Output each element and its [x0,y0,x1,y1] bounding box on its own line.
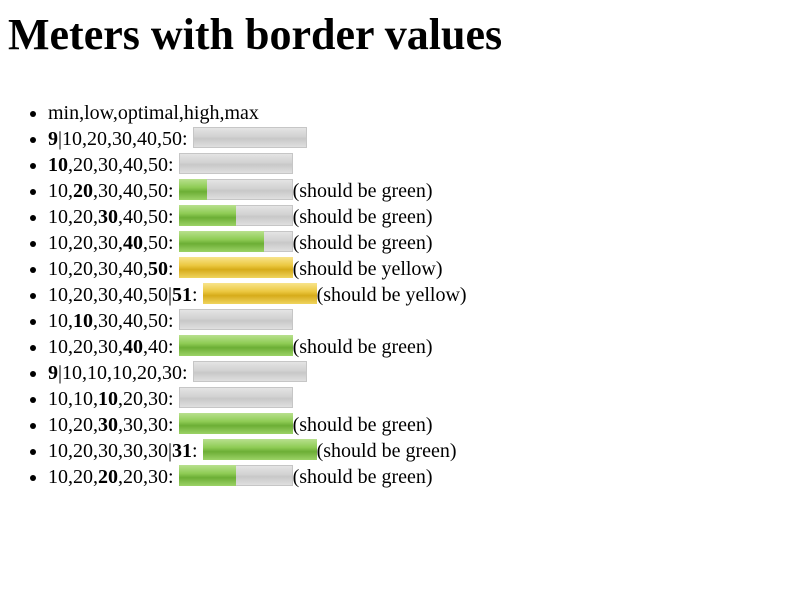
meter [202,283,317,304]
attr-prefix: 10,20,30,30,30| [48,440,173,462]
attr-prefix: 10,20,30, [48,336,123,358]
meter-list: min,low,optimal,high,max9|10,20,30,40,50… [8,100,792,490]
meter [178,387,293,408]
meter-fill [202,439,317,460]
meter-item: 10,20,30,40,50: (should be green) [48,204,792,230]
meter-fill [178,465,236,486]
attr-suffix: : [168,258,174,280]
attr-suffix: |10,20,30,40,50: [58,128,188,150]
meter [178,153,293,174]
attr-suffix: ,20,30,40,50: [68,154,174,176]
meter [178,465,293,486]
meter [178,205,293,226]
attr-suffix: ,40: [143,336,174,358]
expected-color-note: (should be green) [292,180,433,202]
attr-prefix: 10, [48,180,73,202]
attr-suffix: ,40,50: [118,206,174,228]
attr-prefix: 10,20,30,40,50| [48,284,173,306]
attr-suffix: ,20,30: [118,466,174,488]
attr-suffix: ,50: [143,232,174,254]
attr-value: 51 [172,284,193,306]
attr-value: 9 [48,128,58,150]
expected-color-note: (should be yellow) [316,284,467,306]
meter-fill [178,335,293,356]
meter [202,439,317,460]
meter [178,179,293,200]
attr-value: 30 [98,414,118,436]
meter-item: 10,20,30,40,40: (should be green) [48,334,792,360]
meter-item: 10,20,30,40,50: (should be green) [48,178,792,204]
attr-value: 9 [48,362,58,384]
meter [178,231,293,252]
meter-fill [178,231,265,252]
legend-item: min,low,optimal,high,max [48,100,792,126]
attr-value: 10 [98,388,118,410]
attr-prefix: 10, [48,310,73,332]
expected-color-note: (should be green) [316,440,457,462]
meter [192,361,307,382]
meter-item: 10,20,30,40,50: (should be green) [48,230,792,256]
expected-color-note: (should be green) [292,206,433,228]
attr-prefix: 10,20, [48,414,98,436]
expected-color-note: (should be green) [292,414,433,436]
meter-fill [178,205,236,226]
meter [178,413,293,434]
attr-value: 31 [172,440,193,462]
attr-suffix: : [192,440,198,462]
meter-item: 10,20,30,40,50|51: (should be yellow) [48,282,792,308]
meter-item: 10,20,30,30,30: (should be green) [48,412,792,438]
meter [178,309,293,330]
attr-value: 30 [98,206,118,228]
attr-value: 50 [148,258,168,280]
meter-fill [202,283,317,304]
meter-item: 10,20,20,20,30: (should be green) [48,464,792,490]
attr-prefix: 10,10, [48,388,98,410]
meter-item: 10,10,30,40,50: [48,308,792,334]
meter-item: 10,10,10,20,30: [48,386,792,412]
meter [192,127,307,148]
attr-suffix: |10,10,10,20,30: [58,362,188,384]
attr-prefix: 10,20, [48,466,98,488]
attr-prefix: 10,20, [48,206,98,228]
attr-suffix: min,low,optimal,high,max [48,102,259,124]
attr-value: 20 [73,180,93,202]
attr-suffix: ,30,40,50: [93,180,174,202]
meter-item: 9|10,20,30,40,50: [48,126,792,152]
attr-prefix: 10,20,30, [48,232,123,254]
attr-value: 10 [73,310,93,332]
expected-color-note: (should be yellow) [292,258,443,280]
attr-value: 40 [123,232,143,254]
attr-value: 20 [98,466,118,488]
attr-value: 10 [48,154,68,176]
expected-color-note: (should be green) [292,466,433,488]
meter-fill [178,179,208,200]
attr-suffix: ,30,40,50: [93,310,174,332]
meter-item: 9|10,10,10,20,30: [48,360,792,386]
page-title: Meters with border values [8,10,503,59]
expected-color-note: (should be green) [292,336,433,358]
meter-item: 10,20,30,40,50: [48,152,792,178]
meter-item: 10,20,30,40,50: (should be yellow) [48,256,792,282]
page: Meters with border values min,low,optima… [0,10,800,490]
attr-prefix: 10,20,30,40, [48,258,148,280]
meter-fill [178,413,293,434]
attr-suffix: ,30,30: [118,414,174,436]
meter [178,335,293,356]
meter [178,257,293,278]
meter-fill [178,257,293,278]
attr-suffix: : [192,284,198,306]
attr-suffix: ,20,30: [118,388,174,410]
meter-item: 10,20,30,30,30|31: (should be green) [48,438,792,464]
expected-color-note: (should be green) [292,232,433,254]
attr-value: 40 [123,336,143,358]
